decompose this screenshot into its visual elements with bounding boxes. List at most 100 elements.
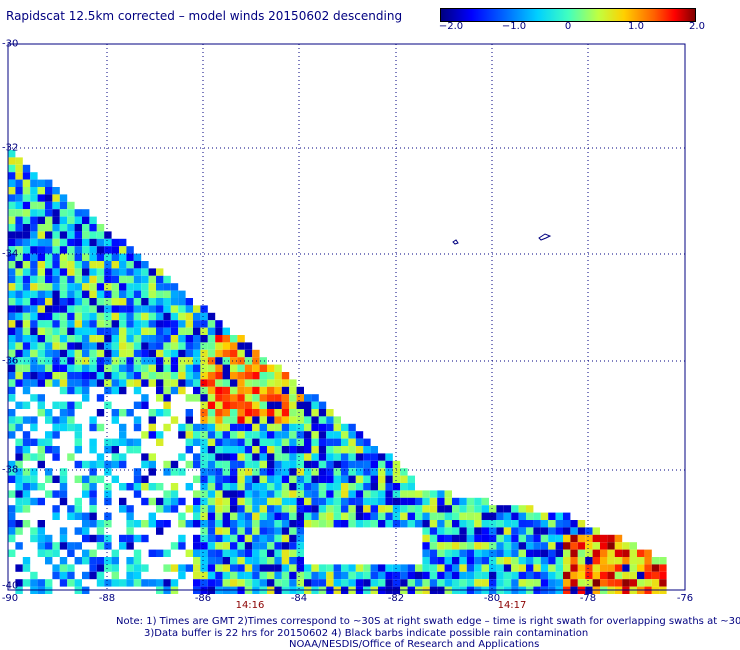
wind-cell xyxy=(89,312,97,321)
wind-cell xyxy=(74,431,82,439)
wind-cell xyxy=(22,275,31,284)
wind-cell xyxy=(370,446,378,454)
wind-cell xyxy=(119,364,127,372)
wind-cell xyxy=(45,416,53,424)
wind-cell xyxy=(563,557,571,565)
wind-cell xyxy=(237,357,245,365)
wind-cell xyxy=(304,520,312,528)
wind-cell xyxy=(378,483,386,491)
wind-cell xyxy=(37,579,45,587)
wind-cell xyxy=(267,505,275,513)
wind-cell xyxy=(37,224,45,232)
wind-cell xyxy=(37,327,45,335)
wind-cell xyxy=(318,453,327,461)
wind-cell xyxy=(133,342,142,350)
wind-cell xyxy=(170,320,179,328)
wind-cell xyxy=(600,549,608,557)
wind-cell xyxy=(415,490,423,498)
wind-cell xyxy=(89,298,97,306)
wind-cell xyxy=(318,483,327,491)
wind-cell xyxy=(104,401,112,409)
wind-cell xyxy=(8,261,16,269)
wind-cell xyxy=(304,468,312,476)
wind-cell xyxy=(252,372,260,380)
wind-cell xyxy=(222,460,230,469)
wind-cell xyxy=(489,520,497,528)
wind-cell xyxy=(74,298,82,306)
wind-cell xyxy=(207,320,216,328)
wind-cell xyxy=(281,416,290,424)
wind-cell xyxy=(74,224,82,232)
wind-cell xyxy=(230,564,238,572)
wind-cell xyxy=(74,497,82,506)
wind-cell xyxy=(22,438,31,446)
wind-cell xyxy=(230,438,238,446)
wind-cell xyxy=(59,579,68,587)
wind-cell xyxy=(156,527,164,535)
swath-time-label: 14:16 xyxy=(235,600,265,611)
wind-cell xyxy=(326,416,334,424)
wind-cell xyxy=(348,468,356,476)
wind-cell xyxy=(215,431,223,439)
wind-cell xyxy=(422,497,430,506)
wind-cell xyxy=(540,542,549,550)
wind-cell xyxy=(496,579,504,587)
wind-cell xyxy=(96,283,105,291)
wind-cell xyxy=(104,557,112,565)
wind-cell xyxy=(45,534,53,543)
wind-cell xyxy=(96,290,105,298)
wind-cell xyxy=(22,431,31,439)
wind-cell xyxy=(614,564,623,572)
wind-cell xyxy=(82,312,90,321)
wind-cell xyxy=(45,268,53,276)
wind-cell xyxy=(45,312,53,321)
wind-cell xyxy=(119,579,127,587)
wind-cell xyxy=(15,497,23,506)
wind-cell xyxy=(37,201,45,210)
wind-cell xyxy=(15,364,23,372)
wind-cell xyxy=(37,379,45,387)
wind-cell xyxy=(304,416,312,424)
wind-cell xyxy=(59,194,68,202)
wind-cell xyxy=(237,505,245,513)
wind-cell xyxy=(111,409,119,417)
wind-cell xyxy=(163,497,171,506)
wind-cell xyxy=(126,275,134,284)
wind-cell xyxy=(385,497,393,506)
wind-cell xyxy=(215,357,223,365)
wind-cell xyxy=(96,520,105,528)
wind-cell xyxy=(207,505,216,513)
wind-cell xyxy=(148,512,156,520)
wind-cell xyxy=(119,534,127,543)
wind-cell xyxy=(326,475,334,483)
wind-cell xyxy=(533,557,541,565)
wind-cell xyxy=(45,342,53,350)
wind-cell xyxy=(185,357,193,365)
wind-cell xyxy=(200,423,208,432)
wind-cell xyxy=(185,564,193,572)
wind-cell xyxy=(429,512,438,520)
wind-cell xyxy=(59,409,68,417)
plot-frame xyxy=(7,43,686,591)
wind-cell xyxy=(170,460,179,469)
wind-cell xyxy=(148,327,156,335)
wind-cell xyxy=(526,534,534,543)
wind-cell xyxy=(22,320,31,328)
wind-cell xyxy=(555,520,563,528)
wind-cell xyxy=(607,564,615,572)
wind-cell xyxy=(89,268,97,276)
wind-cell xyxy=(193,423,201,432)
wind-cell xyxy=(45,379,53,387)
wind-cell xyxy=(119,238,127,247)
wind-cell xyxy=(459,497,467,506)
wind-cell xyxy=(267,542,275,550)
wind-cell xyxy=(311,520,319,528)
wind-cell xyxy=(503,549,512,557)
wind-cell xyxy=(59,342,68,350)
wind-cell xyxy=(37,520,45,528)
wind-cell xyxy=(74,364,82,372)
wind-cell xyxy=(244,416,253,424)
wind-cell xyxy=(119,342,127,350)
wind-cell xyxy=(274,549,282,557)
